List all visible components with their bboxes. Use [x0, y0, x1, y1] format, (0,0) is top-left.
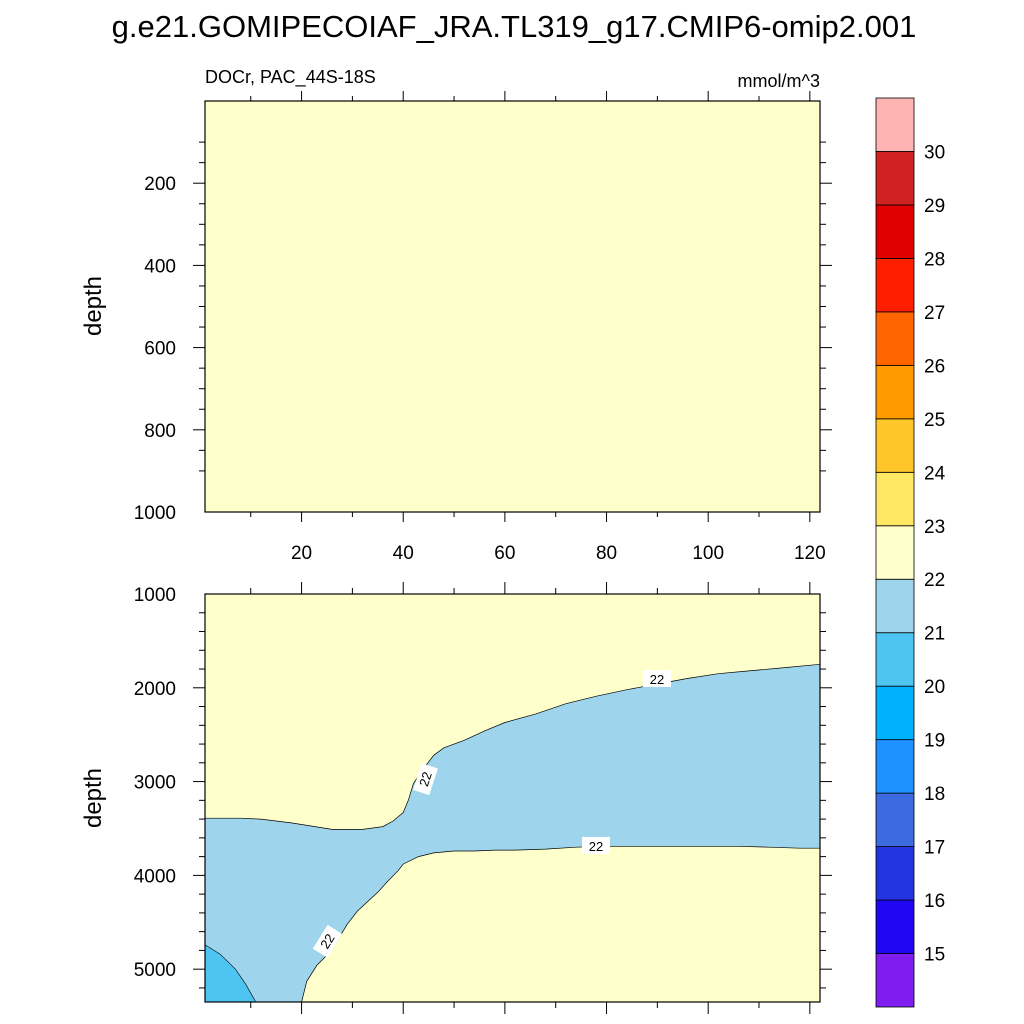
- upper-plot-frame: [204, 100, 821, 513]
- colorbar-label: 15: [924, 945, 945, 966]
- x-tick-label: 40: [393, 543, 414, 564]
- colorbar-label: 25: [924, 410, 945, 431]
- colorbar-swatch: [875, 258, 915, 313]
- contour-label-3-text: 22: [589, 839, 603, 854]
- lower-y-axis-label: depth: [80, 768, 107, 828]
- y-tick-label: 4000: [134, 866, 176, 887]
- colorbar-swatch: [875, 578, 915, 634]
- contour-label-4: 22: [312, 924, 343, 958]
- contour-line-upper: [205, 663, 821, 830]
- y-tick-label: 5000: [134, 960, 176, 981]
- upper-y-axis-label: depth: [80, 276, 107, 336]
- figure-title: g.e21.GOMIPECOIAF_JRA.TL319_g17.CMIP6-om…: [112, 9, 917, 44]
- lower-panel: 22 22 22 22 1000 2000 3000 4000 5000 depth: [80, 582, 832, 1014]
- colorbar-label: 18: [924, 784, 945, 805]
- colorbar-swatch: [875, 525, 915, 580]
- colorbar-swatch: [875, 632, 915, 687]
- colorbar-label: 26: [924, 356, 945, 377]
- colorbar-label: 27: [924, 303, 945, 324]
- band-21-22: [205, 664, 820, 1002]
- y-tick-label: 600: [144, 339, 176, 360]
- colorbar-label: 28: [924, 249, 945, 270]
- colorbar-label: 23: [924, 517, 945, 538]
- contour-label-3: 22: [582, 837, 610, 854]
- colorbar-label: 16: [924, 891, 945, 912]
- y-tick-label: 1000: [134, 503, 176, 524]
- contour-label-4-text: 22: [317, 931, 337, 951]
- y-tick-label: 200: [144, 174, 176, 195]
- colorbar-swatch: [875, 97, 915, 152]
- colorbar-label: 19: [924, 731, 945, 752]
- colorbar-swatch: [875, 846, 915, 901]
- colorbar-label: 17: [924, 838, 945, 859]
- colorbar-swatch: [875, 204, 915, 259]
- units-label: mmol/m^3: [738, 71, 820, 91]
- colorbar-label: 20: [924, 677, 945, 698]
- upper-ticks: [193, 91, 832, 522]
- colorbar-swatch: [875, 899, 915, 954]
- colorbar-swatch: [875, 471, 915, 527]
- y-tick-label: 400: [144, 256, 176, 277]
- y-tick-label: 3000: [134, 773, 176, 794]
- x-tick-label: 20: [291, 543, 312, 564]
- colorbar-label: 29: [924, 196, 945, 217]
- colorbar-label: 21: [924, 624, 945, 645]
- colorbar-swatch: [875, 151, 915, 206]
- contour-label-1: 22: [643, 670, 671, 687]
- upper-panel: 20 40 60 80 100 120 200 400 600 800 1000 depth: [80, 91, 832, 564]
- x-tick-label: 120: [794, 543, 826, 564]
- colorbar-swatch: [875, 364, 915, 420]
- colorbar-label: 24: [924, 463, 946, 484]
- upper-plot-fill: [205, 101, 820, 512]
- y-tick-label: 800: [144, 421, 176, 442]
- colorbar-swatch: [875, 739, 915, 794]
- contour-line-lower: [301, 845, 820, 1003]
- colorbar: 15 16 17 18 19 20 21 22 23 24 25 26 27 28 29 30: [875, 97, 946, 1008]
- upper-tick-labels: 20 40 60 80 100 120 200 400 600 800 1000: [134, 174, 826, 564]
- lower-plot-frame: [204, 593, 821, 1003]
- variable-label: DOCr, PAC_44S-18S: [205, 67, 376, 88]
- colorbar-label: 30: [924, 142, 945, 163]
- contour-label-2-text: 22: [416, 770, 435, 788]
- x-tick-label: 100: [692, 543, 724, 564]
- y-tick-label: 2000: [134, 679, 176, 700]
- colorbar-label: 22: [924, 570, 945, 591]
- colorbar-swatch: [875, 311, 915, 366]
- x-tick-label: 80: [596, 543, 617, 564]
- contour-label-1-text: 22: [650, 672, 664, 687]
- colorbar-swatch: [875, 792, 915, 847]
- colorbar-swatch: [875, 685, 915, 741]
- lower-ticks: [193, 582, 832, 1014]
- lower-tick-labels: 1000 2000 3000 4000 5000: [134, 585, 176, 981]
- contour-label-2: 22: [413, 763, 438, 796]
- colorbar-swatch: [875, 418, 915, 473]
- x-tick-label: 60: [494, 543, 515, 564]
- y-tick-label: 1000: [134, 585, 176, 606]
- colorbar-swatch: [875, 953, 915, 1008]
